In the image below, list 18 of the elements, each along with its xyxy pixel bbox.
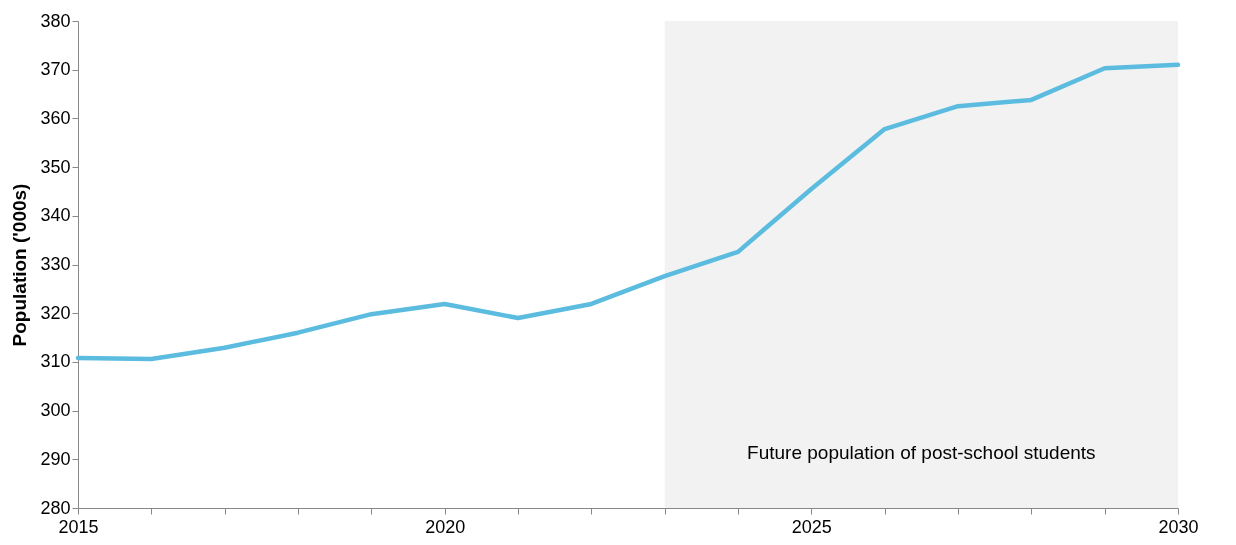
y-tick-label: 290 — [40, 448, 71, 469]
y-tick-label: 320 — [40, 302, 71, 323]
y-tick-label: 360 — [40, 107, 71, 128]
y-tick-label: 350 — [40, 156, 71, 177]
x-tick-label: 2015 — [58, 516, 99, 537]
y-tick-label: 280 — [40, 497, 71, 518]
y-tick-label: 300 — [40, 400, 71, 421]
y-tick-label: 310 — [40, 351, 71, 372]
y-axis-title: Population ('000s) — [9, 183, 31, 347]
x-tick-label: 2020 — [425, 516, 466, 537]
band-label: Future population of post-school students — [747, 442, 1096, 463]
x-tick-label: 2030 — [1158, 516, 1199, 537]
x-tick-label: 2025 — [791, 516, 832, 537]
line-series — [75, 62, 1181, 362]
y-tick-label: 370 — [40, 59, 71, 80]
y-tick-label: 380 — [40, 10, 71, 31]
y-tick-label: 330 — [40, 254, 71, 274]
y-tick-label: 340 — [40, 205, 71, 226]
